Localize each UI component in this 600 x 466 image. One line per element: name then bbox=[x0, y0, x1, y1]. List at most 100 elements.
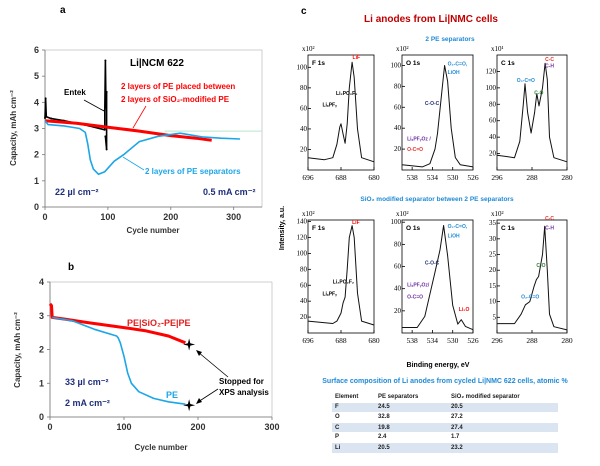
pe-label: 2 layers of PE separators bbox=[145, 167, 241, 176]
x-axis-label: Cycle number bbox=[135, 443, 188, 452]
current-label: 0.5 mA cm⁻² bbox=[203, 187, 255, 197]
x-axis-label: Binding energy, eV bbox=[407, 362, 470, 369]
y-tick-label: 100 bbox=[391, 218, 402, 226]
x-tick-label: 530 bbox=[447, 173, 459, 182]
y-axis-label: Capacity, mAh cm⁻² bbox=[13, 312, 22, 388]
spectrum-frame bbox=[401, 54, 474, 171]
spectrum-name: F 1s bbox=[312, 60, 325, 67]
peak-label: LiₓPFᵧOz/ bbox=[407, 282, 430, 288]
cell: 19.8 bbox=[375, 421, 448, 433]
y-tick-label: 3 bbox=[34, 124, 39, 134]
y-tick-label: 30 bbox=[489, 235, 497, 243]
peak-label: C-C bbox=[545, 216, 554, 222]
y-tick-label: 0 bbox=[39, 412, 44, 422]
table-row: O 32.8 27.2 bbox=[332, 412, 558, 423]
star-marker bbox=[183, 338, 196, 351]
panel-c-title: Li anodes from Li|NMC cells bbox=[364, 14, 498, 25]
x-tick-label: 296 bbox=[491, 336, 503, 345]
y-tick-label: 40 bbox=[489, 133, 497, 141]
y-tick-label: 35 bbox=[489, 219, 497, 227]
cell: P bbox=[332, 432, 375, 443]
spectrum-line bbox=[307, 225, 375, 326]
sio2-leader bbox=[132, 105, 147, 129]
electrolyte-label: 22 µl cm⁻² bbox=[55, 187, 98, 197]
spectrum-frame bbox=[496, 219, 568, 334]
y-tick-label: 3 bbox=[39, 311, 44, 321]
series-line-2 bbox=[44, 119, 212, 142]
spectrum-name: C 1s bbox=[501, 225, 515, 232]
table-row: F 24.5 20.5 bbox=[332, 401, 558, 413]
y-tick-label: 10 bbox=[489, 298, 497, 306]
y-axis-label: Intensity, a.u. bbox=[279, 206, 286, 250]
y-tick-label: 60 bbox=[300, 104, 308, 112]
peak-label: O₂-C=O bbox=[517, 78, 535, 84]
x-tick-label: 200 bbox=[163, 212, 178, 222]
x-tick-label: 680 bbox=[368, 336, 380, 345]
y-tick-label: 5 bbox=[493, 313, 497, 321]
x-tick-label: 534 bbox=[427, 336, 439, 345]
cell: 27.4 bbox=[448, 421, 558, 433]
y-tick-label: 40 bbox=[300, 297, 308, 305]
sio2-label-line2: 2 layers of SiO₂-modified PE bbox=[121, 95, 230, 104]
x-tick-label: 688 bbox=[335, 173, 347, 182]
series-point bbox=[103, 109, 106, 112]
spectrum-name: O 1s bbox=[406, 225, 420, 232]
stopped-label-line1: Stopped for bbox=[219, 377, 264, 386]
y-tick-label: 80 bbox=[394, 240, 402, 248]
series-point bbox=[105, 90, 108, 93]
y-tick-label: 20 bbox=[300, 313, 308, 321]
peak-label: C-C bbox=[545, 57, 554, 63]
sio2-label-line1: 2 layers of PE placed between bbox=[121, 82, 235, 91]
x-tick-label: 696 bbox=[302, 173, 314, 182]
panel-label: b bbox=[68, 262, 74, 273]
spectrum-frame bbox=[307, 219, 375, 334]
intensity-multiplier: x10² bbox=[491, 210, 504, 218]
peak-label: LiₓPFᵧ bbox=[322, 102, 337, 108]
x-tick-label: 680 bbox=[368, 173, 380, 182]
cell: 20.5 bbox=[448, 401, 558, 413]
spectrum-line bbox=[497, 225, 568, 331]
spectrum-line bbox=[401, 65, 474, 168]
y-tick-label: 4 bbox=[34, 97, 39, 107]
y-tick-label: 80 bbox=[300, 84, 308, 92]
peak-label: LiF bbox=[353, 55, 361, 61]
x-tick-label: 0 bbox=[42, 212, 47, 222]
peak-label: C-O-C bbox=[425, 260, 440, 266]
arrow-lower bbox=[197, 388, 219, 403]
cell: 23.2 bbox=[448, 441, 558, 453]
cell: C bbox=[332, 421, 375, 433]
y-tick-label: 20 bbox=[300, 145, 308, 153]
composition-table: Element PE separators SiO₂ modified sepa… bbox=[332, 392, 558, 453]
spectrum-name: C 1s bbox=[501, 60, 515, 67]
y-tick-label: 40 bbox=[394, 285, 402, 293]
panel-label: c bbox=[301, 6, 307, 17]
y-tick-label: 4 bbox=[39, 277, 44, 287]
y-tick-label: 80 bbox=[394, 82, 402, 90]
series-point bbox=[44, 97, 47, 100]
x-tick-label: 0 bbox=[47, 422, 52, 432]
y-tick-label: 120 bbox=[486, 67, 497, 75]
y-tick-label: 1 bbox=[34, 176, 39, 186]
y-tick-label: 80 bbox=[489, 100, 497, 108]
y-tick-label: 80 bbox=[300, 265, 308, 273]
series-point bbox=[105, 148, 108, 151]
series-line-3 bbox=[44, 120, 241, 176]
y-tick-label: 0 bbox=[34, 202, 39, 212]
x-tick-label: 288 bbox=[526, 336, 538, 345]
electrolyte-label: 33 µl cm⁻² bbox=[65, 377, 108, 387]
x-tick-label: 280 bbox=[561, 336, 573, 345]
series-point bbox=[50, 117, 53, 120]
peak-label: LiOH bbox=[448, 70, 460, 76]
table-row: C 19.8 27.4 bbox=[332, 421, 558, 433]
peak-label: O₂-C=O bbox=[521, 294, 539, 300]
spectrum-line bbox=[496, 62, 568, 163]
peak-label: C-O bbox=[534, 90, 543, 96]
cell: 27.2 bbox=[448, 412, 558, 423]
intensity-multiplier: x10² bbox=[302, 210, 315, 218]
y-tick-label: 40 bbox=[300, 125, 308, 133]
y-tick-label: 2 bbox=[34, 150, 39, 160]
x-tick-label: 300 bbox=[226, 212, 241, 222]
x-tick-label: 530 bbox=[447, 336, 459, 345]
peak-label: LiₓPFᵧOz / bbox=[407, 137, 431, 143]
